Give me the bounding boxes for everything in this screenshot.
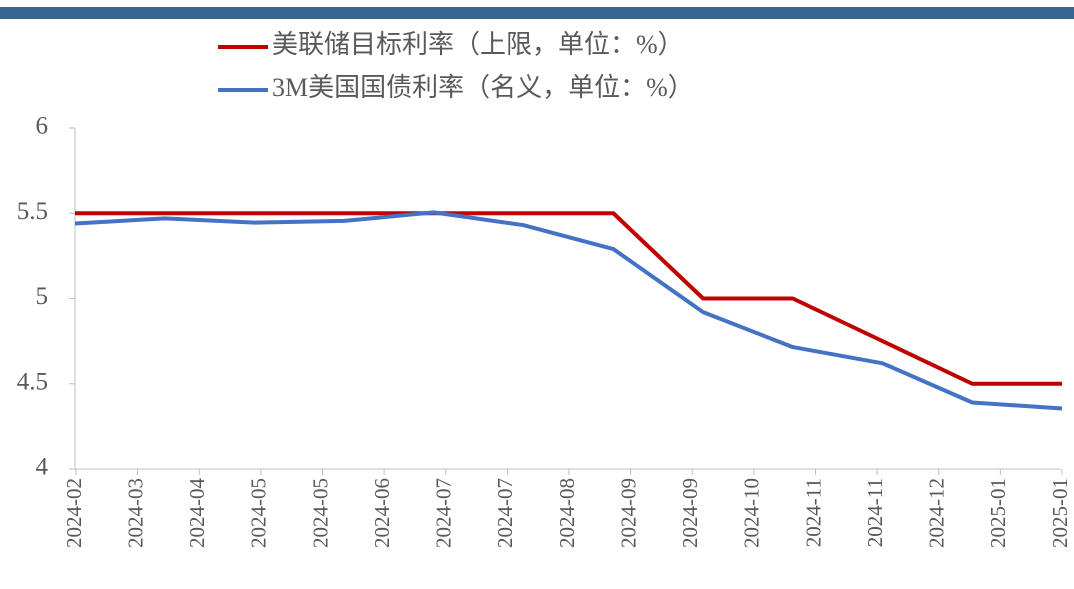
x-tick-label: 2024-07 — [493, 478, 517, 548]
x-tick-label: 2024-11 — [863, 478, 887, 547]
x-tick-label: 2024-08 — [555, 478, 579, 548]
x-tick-label: 2024-02 — [62, 478, 86, 548]
x-tick-label: 2024-09 — [678, 478, 702, 548]
series-line — [75, 211, 1062, 386]
y-tick-label: 4.5 — [17, 368, 48, 395]
x-tick-label: 2024-04 — [185, 478, 209, 548]
y-tick-label: 4 — [36, 454, 49, 481]
x-tick-label: 2024-10 — [740, 478, 764, 548]
y-tick-label: 6 — [36, 113, 49, 140]
x-tick-label: 2024-03 — [123, 478, 147, 548]
legend-label: 美联储目标利率（上限，单位：%） — [272, 30, 684, 59]
series-line — [74, 210, 1063, 411]
x-tick-label: 2024-11 — [801, 478, 825, 547]
x-tick-label: 2024-05 — [247, 478, 271, 548]
x-tick-label: 2024-09 — [616, 478, 640, 548]
y-tick-label: 5.5 — [17, 198, 48, 225]
y-tick-label: 5 — [36, 283, 49, 310]
x-tick-label: 2024-12 — [925, 478, 949, 548]
x-tick-label: 2024-07 — [432, 478, 456, 548]
x-tick-label: 2024-06 — [370, 478, 394, 548]
x-tick-label: 2025-01 — [986, 478, 1010, 548]
x-tick-label: 2025-01 — [1048, 478, 1072, 548]
legend-label: 3M美国国债利率（名义，单位：%） — [272, 73, 694, 102]
top-band — [0, 7, 1074, 19]
x-tick-label: 2024-05 — [308, 478, 332, 548]
